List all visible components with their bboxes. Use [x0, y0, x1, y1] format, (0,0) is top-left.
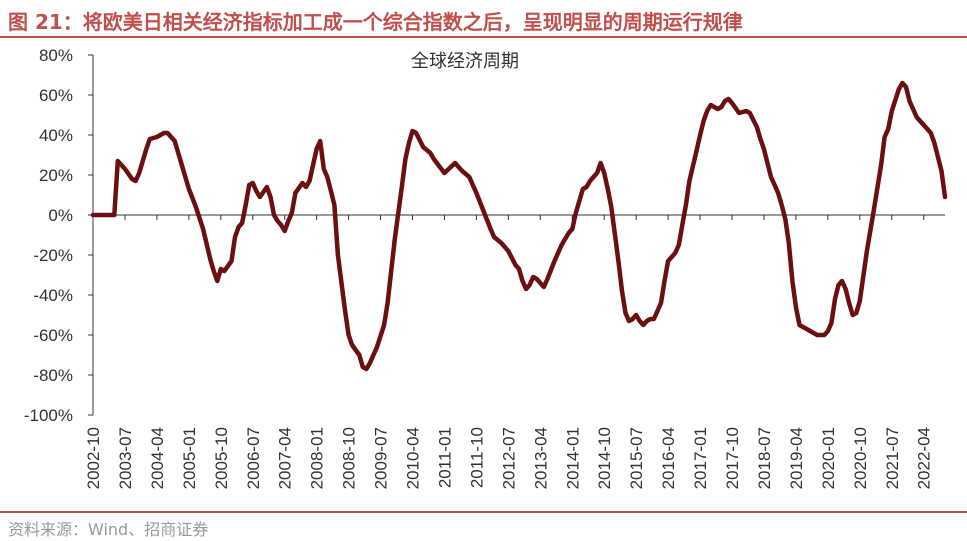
x-tick-label: 2002-10	[84, 427, 103, 489]
y-tick-label: -100%	[24, 406, 73, 425]
x-tick-label: 2017-10	[723, 427, 742, 489]
x-tick-label: 2019-04	[787, 427, 806, 489]
x-tick-label: 2022-04	[915, 427, 934, 489]
x-tick-label: 2004-04	[148, 427, 167, 489]
x-tick-label: 2016-04	[659, 427, 678, 489]
x-tick-label: 2018-07	[755, 427, 774, 489]
x-axis: 2002-10 2003-07 2004-04 2005-01 2005-10 2006-…	[84, 214, 945, 489]
x-tick-label: 2008-10	[340, 427, 359, 489]
y-tick-label: -60%	[33, 326, 73, 345]
x-tick-label: 2014-01	[563, 427, 582, 489]
y-tick-label: 60%	[39, 86, 73, 105]
x-tick-label: 2010-04	[404, 427, 423, 489]
x-tick-label: 2017-01	[691, 427, 710, 489]
y-tick-label: 40%	[39, 126, 73, 145]
title-rule	[0, 36, 967, 38]
figure-title: 图 21：将欧美日相关经济指标加工成一个综合指数之后，呈现明显的周期运行规律	[8, 10, 743, 34]
x-tick-label: 2006-07	[244, 427, 263, 489]
line-chart: 全球经济周期 80% 60% 40% 20% 0% -20% -40% -60% -80% -10…	[24, 46, 948, 489]
x-tick-label: 2014-10	[595, 427, 614, 489]
x-tick-label: 2015-07	[627, 427, 646, 489]
x-tick-label: 2005-01	[180, 427, 199, 489]
y-tick-label: 80%	[39, 46, 73, 65]
y-tick-label: 0%	[48, 206, 73, 225]
y-tick-label: -40%	[33, 286, 73, 305]
x-tick-label: 2021-07	[883, 427, 902, 489]
x-tick-label: 2005-10	[212, 427, 231, 489]
y-tick-label: -20%	[33, 246, 73, 265]
source-note: 资料来源：Wind、招商证券	[8, 520, 209, 539]
x-tick-label: 2011-01	[435, 427, 454, 488]
x-tick-label: 2013-04	[531, 427, 550, 489]
x-tick-label: 2009-07	[372, 427, 391, 489]
series-line	[90, 80, 948, 372]
x-tick-label: 2011-10	[467, 427, 486, 488]
chart-title: 全球经济周期	[411, 51, 519, 72]
x-tick-label: 2003-07	[116, 427, 135, 489]
bottom-rule	[0, 511, 967, 513]
series-layer	[90, 80, 948, 372]
x-tick-label: 2020-01	[819, 427, 838, 489]
x-tick-label: 2008-01	[308, 427, 327, 489]
x-tick-label: 2020-10	[851, 427, 870, 489]
y-axis: 80% 60% 40% 20% 0% -20% -40% -60% -80% -100%	[24, 46, 94, 425]
y-tick-label: -80%	[33, 366, 73, 385]
x-tick-label: 2007-04	[276, 427, 295, 489]
x-tick-label: 2012-07	[499, 427, 518, 489]
y-tick-label: 20%	[39, 166, 73, 185]
